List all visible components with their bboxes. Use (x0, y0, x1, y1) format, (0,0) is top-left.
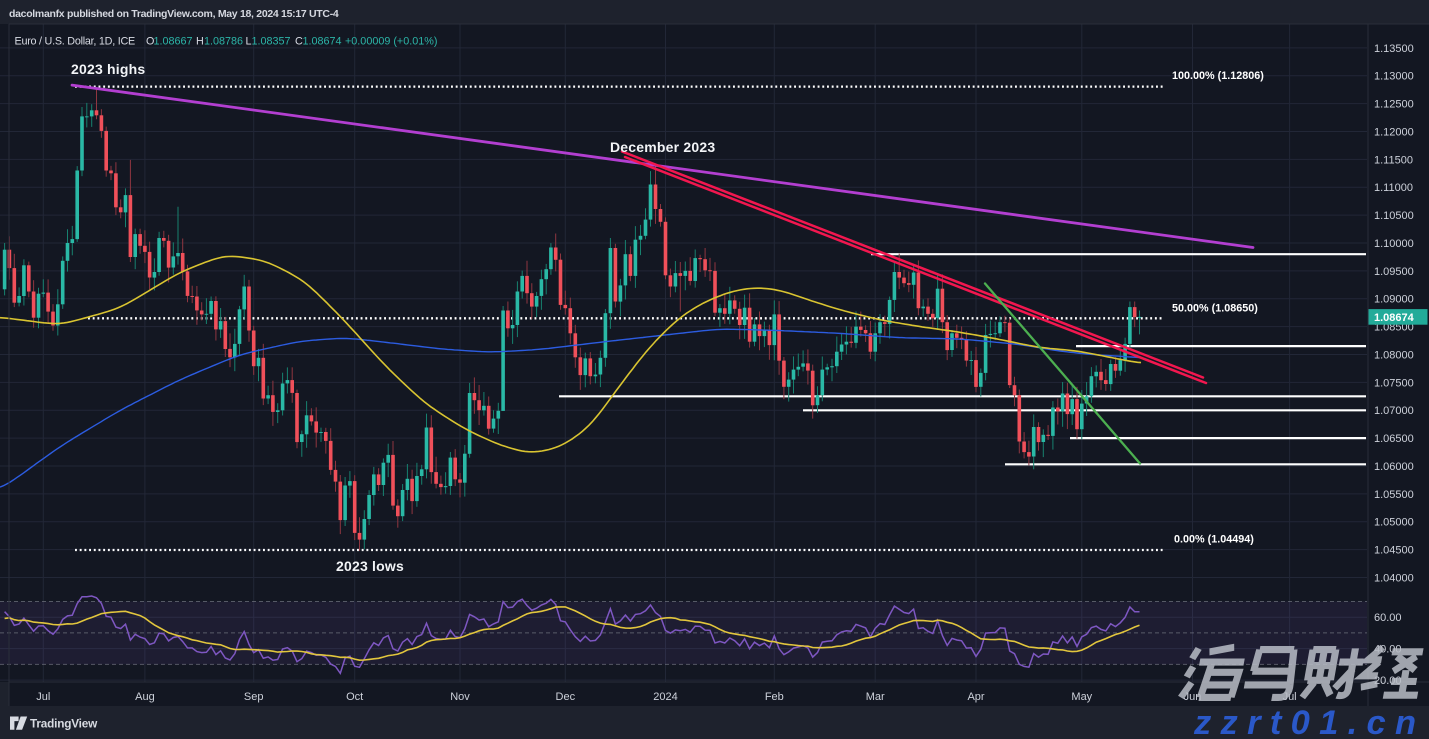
svg-text:Oct: Oct (346, 691, 363, 703)
svg-text:Dec: Dec (556, 691, 576, 703)
svg-text:1.06000: 1.06000 (1374, 461, 1414, 473)
svg-text:1.05500: 1.05500 (1374, 489, 1414, 501)
svg-text:Feb: Feb (765, 691, 784, 703)
svg-text:1.07000: 1.07000 (1374, 405, 1414, 417)
svg-text:H: H (196, 36, 204, 48)
svg-text:O: O (146, 36, 154, 48)
svg-text:60.00: 60.00 (1374, 612, 1402, 624)
svg-text:50.00% (1.08650): 50.00% (1.08650) (1172, 303, 1258, 315)
svg-text:1.10500: 1.10500 (1374, 210, 1414, 222)
svg-text:1.05000: 1.05000 (1374, 517, 1414, 529)
svg-text:1.10000: 1.10000 (1374, 238, 1414, 250)
svg-text:December 2023: December 2023 (610, 139, 715, 155)
svg-text:Nov: Nov (450, 691, 470, 703)
svg-text:1.07500: 1.07500 (1374, 377, 1414, 389)
svg-text:L: L (246, 36, 252, 48)
svg-text:Sep: Sep (244, 691, 264, 703)
svg-text:1.13000: 1.13000 (1374, 71, 1414, 83)
svg-text:1.04500: 1.04500 (1374, 545, 1414, 557)
svg-text:1.12000: 1.12000 (1374, 126, 1414, 138)
svg-text:Jul: Jul (36, 691, 50, 703)
svg-text:TradingView: TradingView (30, 717, 98, 731)
svg-text:1.12500: 1.12500 (1374, 99, 1414, 111)
svg-text:Mar: Mar (866, 691, 885, 703)
svg-text:Jun: Jun (1184, 691, 1202, 703)
svg-text:1.09500: 1.09500 (1374, 266, 1414, 278)
svg-text:2023 highs: 2023 highs (71, 61, 145, 77)
svg-text:2024: 2024 (653, 691, 677, 703)
svg-text:2023 lows: 2023 lows (336, 558, 404, 574)
svg-text:0.00% (1.04494): 0.00% (1.04494) (1174, 534, 1254, 546)
svg-text:Aug: Aug (135, 691, 155, 703)
svg-text:1.04000: 1.04000 (1374, 572, 1414, 584)
svg-text:1.06500: 1.06500 (1374, 433, 1414, 445)
svg-text:1.13500: 1.13500 (1374, 43, 1414, 55)
svg-text:1.08674: 1.08674 (303, 36, 342, 48)
svg-text:1.08674: 1.08674 (1374, 312, 1415, 324)
svg-text:1.09000: 1.09000 (1374, 294, 1414, 306)
svg-text:C: C (295, 36, 303, 48)
svg-text:May: May (1071, 691, 1092, 703)
svg-text:1.11000: 1.11000 (1374, 182, 1413, 194)
svg-text:1.08786: 1.08786 (204, 36, 243, 48)
svg-text:dacolmanfx published on Tradin: dacolmanfx published on TradingView.com,… (9, 8, 339, 20)
svg-text:1.11500: 1.11500 (1374, 154, 1413, 166)
svg-text:1.08667: 1.08667 (154, 36, 193, 48)
svg-text:100.00% (1.12806): 100.00% (1.12806) (1172, 70, 1264, 82)
svg-text:1.08000: 1.08000 (1374, 349, 1414, 361)
svg-text:+0.00009 (+0.01%): +0.00009 (+0.01%) (345, 36, 437, 48)
svg-text:zzrt01.cn: zzrt01.cn (1193, 704, 1425, 739)
svg-text:Euro / U.S. Dollar, 1D, ICE: Euro / U.S. Dollar, 1D, ICE (15, 36, 136, 48)
svg-text:Apr: Apr (967, 691, 984, 703)
svg-text:1.08357: 1.08357 (252, 36, 291, 48)
